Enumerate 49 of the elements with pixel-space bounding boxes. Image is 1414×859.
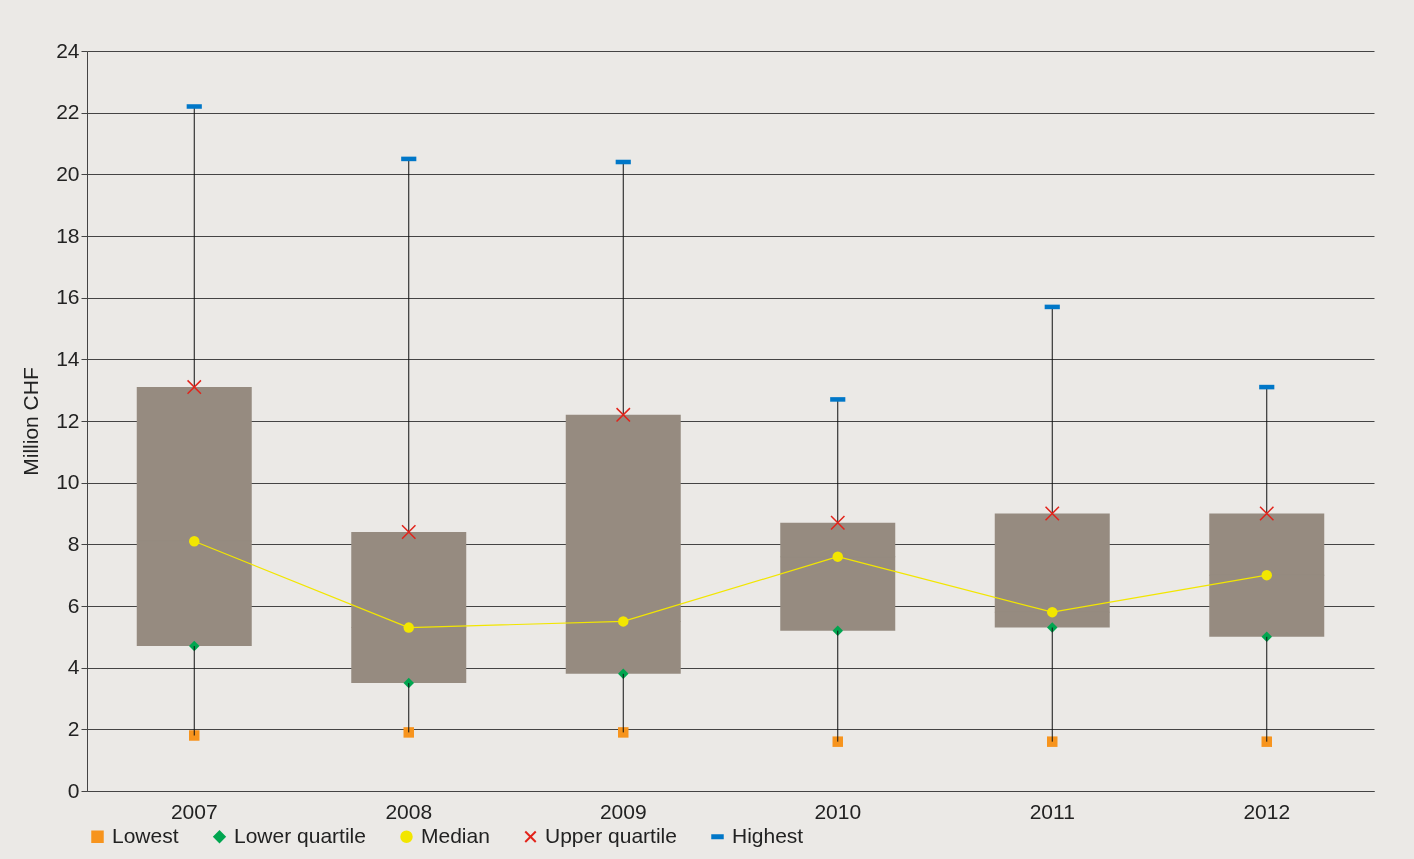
point xyxy=(403,622,414,633)
point xyxy=(189,536,200,547)
point xyxy=(1047,606,1058,618)
point xyxy=(189,640,200,652)
point xyxy=(830,515,846,531)
y-tick-label: 16 xyxy=(56,285,80,309)
x-tick-label: 2007 xyxy=(170,799,218,823)
y-tick-label: 22 xyxy=(56,100,80,124)
point xyxy=(832,736,843,747)
y-tick-label: 18 xyxy=(56,223,80,247)
point xyxy=(1259,506,1275,521)
y-tick-label: 2 xyxy=(67,716,80,740)
y-tick-label: 20 xyxy=(56,161,80,185)
x-tick-label: 2011 xyxy=(1029,799,1075,823)
point xyxy=(1261,631,1272,643)
y-tick-label: 0 xyxy=(67,778,80,802)
point xyxy=(186,379,202,395)
point xyxy=(403,727,414,738)
legend-label: Upper quartile xyxy=(545,823,677,847)
point xyxy=(615,407,631,423)
point xyxy=(618,616,629,627)
x-tick-label: 2012 xyxy=(1243,799,1291,823)
legend-label: Median xyxy=(421,823,490,847)
legend-label: Highest xyxy=(732,823,804,847)
point xyxy=(401,524,417,540)
point xyxy=(832,551,843,562)
point xyxy=(618,668,629,680)
y-tick-label: 10 xyxy=(56,470,80,494)
x-tick-label: 2008 xyxy=(385,799,433,823)
x-tick-label: 2010 xyxy=(814,799,862,823)
legend-label: Lowest xyxy=(112,823,179,847)
y-tick-label: 24 xyxy=(56,38,80,62)
point xyxy=(1044,506,1060,521)
point xyxy=(1261,736,1272,747)
point xyxy=(1047,736,1058,747)
y-axis-title: Million CHF xyxy=(19,367,43,476)
point xyxy=(1261,569,1272,581)
y-tick-label: 4 xyxy=(67,655,80,679)
point xyxy=(1047,622,1058,633)
point xyxy=(832,625,843,636)
legend-label: Lower quartile xyxy=(234,823,366,847)
point xyxy=(618,727,629,738)
y-tick-label: 12 xyxy=(56,408,80,432)
y-tick-label: 6 xyxy=(67,593,80,617)
point xyxy=(403,677,414,689)
y-tick-label: 14 xyxy=(56,346,80,370)
y-tick-label: 8 xyxy=(67,531,80,555)
point xyxy=(189,730,200,741)
x-tick-label: 2009 xyxy=(599,799,647,823)
